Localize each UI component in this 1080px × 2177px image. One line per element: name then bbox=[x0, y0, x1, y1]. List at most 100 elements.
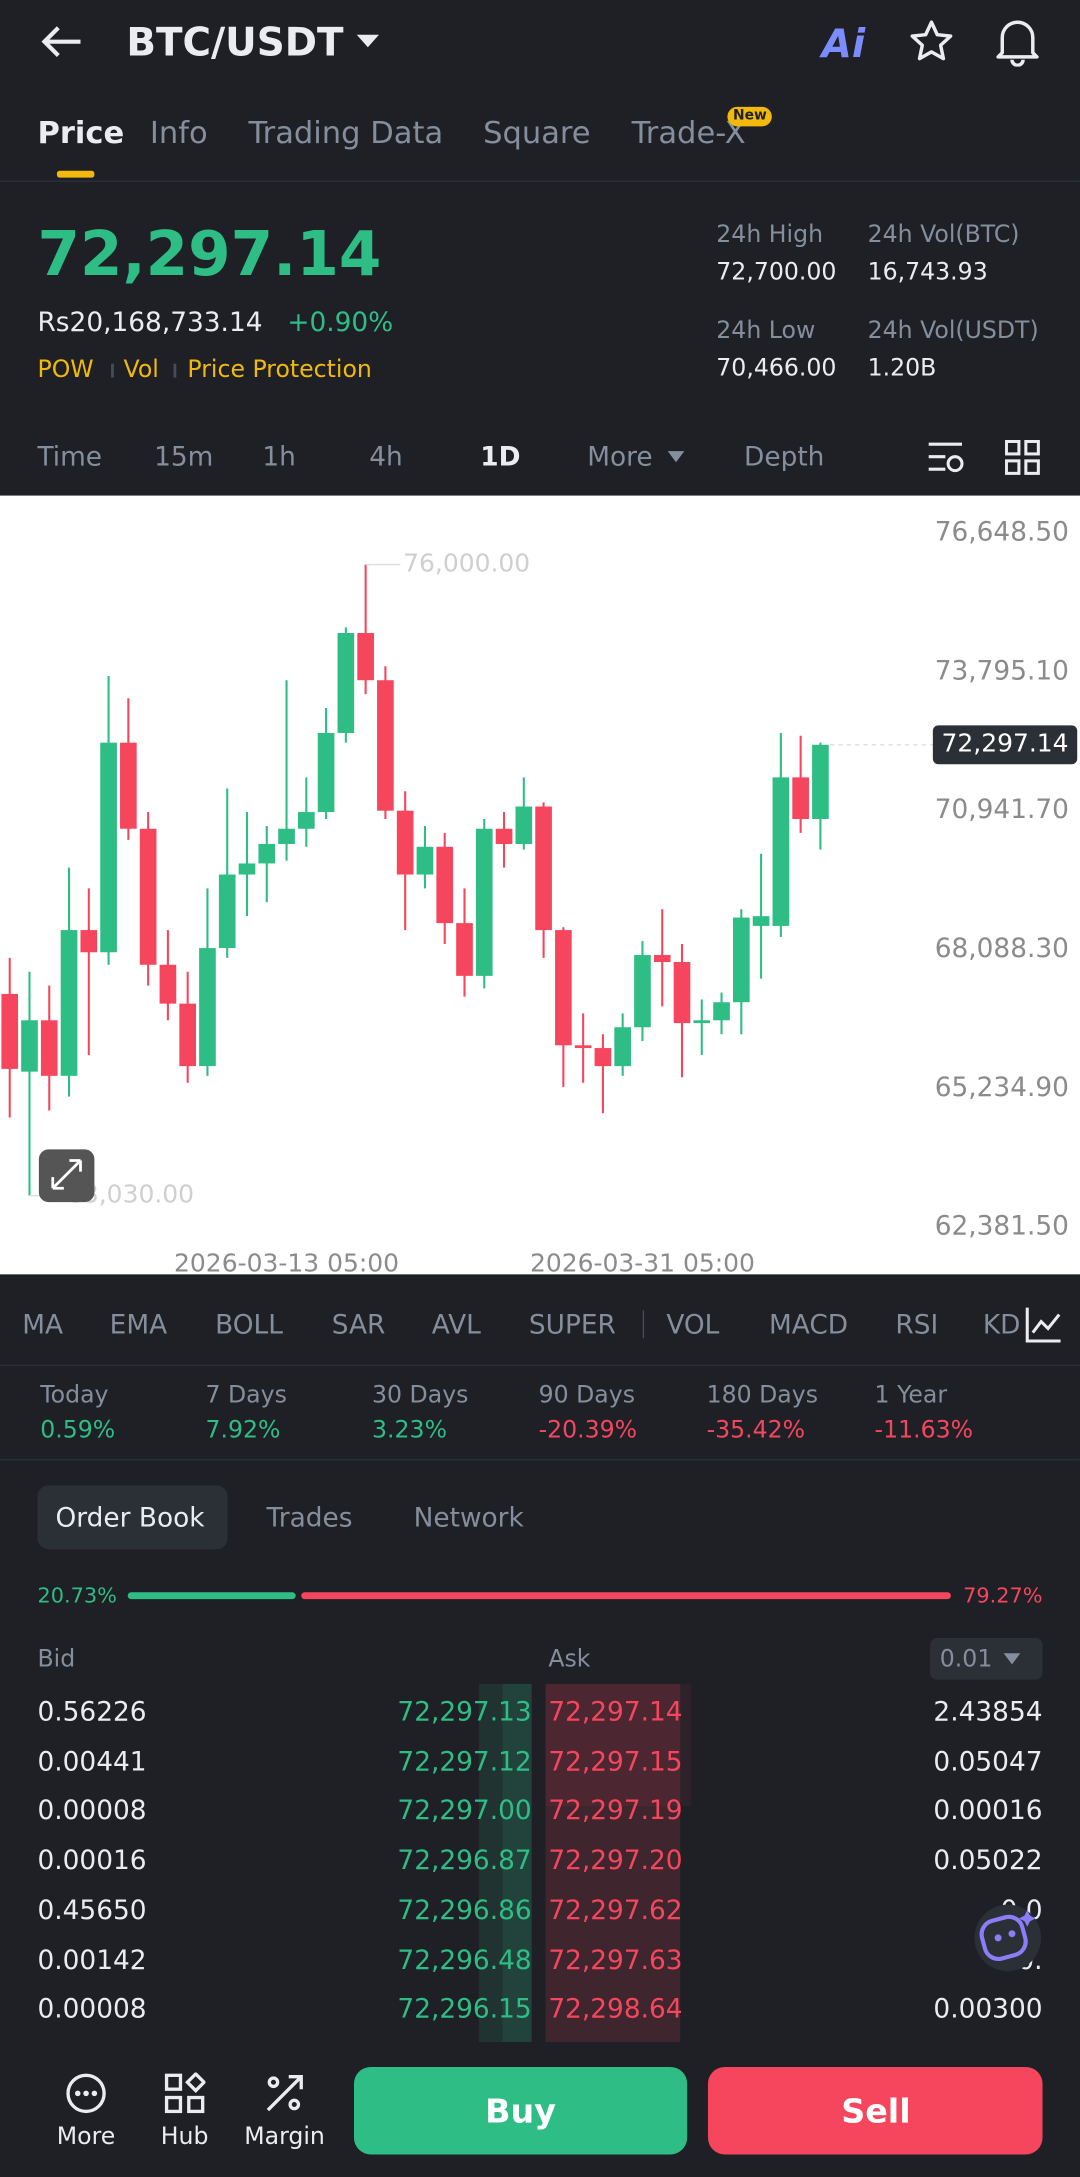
ask-qty: 0.00300 bbox=[933, 1994, 1043, 2025]
interval[interactable]: 4h bbox=[369, 442, 403, 473]
layout-icon[interactable] bbox=[1005, 440, 1041, 476]
candle-body bbox=[238, 863, 256, 875]
new-badge: New bbox=[727, 106, 773, 127]
indicator[interactable]: EMA bbox=[109, 1309, 168, 1341]
candle-body bbox=[495, 828, 513, 845]
candle-body bbox=[317, 732, 335, 813]
ask-ratio-bar bbox=[301, 1592, 951, 1600]
chart-settings-icon[interactable] bbox=[927, 440, 966, 476]
perf-label: 30 Days bbox=[372, 1381, 469, 1410]
book-tab[interactable]: Network bbox=[413, 1502, 524, 1534]
indicator[interactable]: VOL bbox=[666, 1309, 720, 1341]
interval[interactable]: 1D bbox=[480, 442, 521, 473]
price-tag[interactable]: Vol bbox=[123, 356, 159, 384]
interval[interactable]: 1h bbox=[262, 442, 296, 473]
indicator[interactable]: AVL bbox=[431, 1309, 481, 1341]
nav-label[interactable]: Hub bbox=[160, 2123, 209, 2151]
stat-label: 24h Vol(USDT) bbox=[867, 317, 1039, 345]
divider bbox=[0, 180, 1080, 182]
tab[interactable]: Price bbox=[37, 116, 125, 152]
assistant-bot[interactable] bbox=[969, 1899, 1047, 1977]
last-price-label: 72,297.14 bbox=[941, 729, 1068, 758]
hub-icon[interactable] bbox=[164, 2072, 206, 2115]
candle-body bbox=[278, 828, 295, 845]
divider bbox=[642, 1310, 645, 1339]
candle-body bbox=[396, 810, 414, 875]
candle-body bbox=[732, 917, 750, 1003]
stat-label: 24h Vol(BTC) bbox=[867, 221, 1020, 250]
bid-depth bbox=[478, 1683, 532, 2042]
buy-button[interactable] bbox=[353, 2066, 688, 2155]
nav-label[interactable]: More bbox=[56, 2123, 116, 2151]
bid-qty: 0.00008 bbox=[37, 1994, 147, 2025]
perf-value: 0.59% bbox=[40, 1416, 116, 1445]
annotation-label: 76,000.00 bbox=[403, 549, 530, 578]
candle-body bbox=[297, 812, 315, 829]
pair-caret[interactable] bbox=[355, 33, 380, 50]
book-tab[interactable]: Order Book bbox=[55, 1502, 205, 1534]
pair-title[interactable]: BTC/USDT bbox=[126, 19, 344, 66]
ai-button[interactable]: Ai bbox=[821, 20, 866, 67]
perf-value: 7.92% bbox=[205, 1416, 281, 1445]
candle-body bbox=[337, 633, 355, 733]
indicator-settings-icon[interactable] bbox=[1024, 1305, 1063, 1344]
candle-body bbox=[100, 742, 117, 953]
tab[interactable]: Square bbox=[483, 116, 591, 152]
margin-icon[interactable] bbox=[264, 2073, 306, 2115]
tab[interactable]: Info bbox=[149, 116, 208, 152]
y-tick-label: 70,941.70 bbox=[935, 795, 1069, 825]
sell-button[interactable] bbox=[707, 2066, 1043, 2155]
indicator[interactable]: MACD bbox=[769, 1309, 849, 1341]
bid-qty: 0.00142 bbox=[37, 1944, 147, 1976]
tab[interactable]: Trade-X bbox=[631, 116, 746, 152]
candle-body bbox=[614, 1027, 632, 1067]
precision-box[interactable] bbox=[930, 1638, 1043, 1680]
tab[interactable]: Trading Data bbox=[248, 116, 444, 152]
stat-label: 24h Low bbox=[716, 317, 816, 345]
indicator[interactable]: MA bbox=[22, 1309, 64, 1341]
ask-header: Ask bbox=[548, 1645, 591, 1674]
notification-icon[interactable] bbox=[994, 17, 1041, 67]
price-tag[interactable]: Price Protection bbox=[187, 356, 372, 384]
x-tick-label: 2026-03-31 05:00 bbox=[530, 1249, 755, 1275]
bid-ratio: 20.73% bbox=[37, 1583, 117, 1609]
indicator[interactable]: SAR bbox=[331, 1309, 386, 1341]
perf-value: -35.42% bbox=[706, 1416, 806, 1445]
price-tag[interactable]: POW bbox=[37, 356, 94, 384]
perf-value: 3.23% bbox=[372, 1416, 448, 1445]
candle-body bbox=[120, 742, 137, 829]
indicator[interactable]: BOLL bbox=[215, 1309, 283, 1341]
sell-label[interactable]: Sell bbox=[841, 2091, 911, 2131]
bid-ratio-bar bbox=[127, 1592, 296, 1600]
book-tab[interactable]: Trades bbox=[266, 1502, 353, 1534]
interval[interactable]: Depth bbox=[744, 442, 825, 473]
back-button[interactable] bbox=[39, 22, 83, 61]
interval[interactable]: More bbox=[587, 442, 653, 473]
ask-qty: 0.05022 bbox=[933, 1845, 1043, 1877]
interval[interactable]: 15m bbox=[154, 442, 214, 473]
ask-price: 72,297.63 bbox=[548, 1944, 683, 1976]
candle-body bbox=[772, 777, 790, 926]
candle-body bbox=[159, 964, 177, 1004]
candle-body bbox=[377, 680, 394, 811]
bid-qty: 0.00441 bbox=[37, 1746, 147, 1778]
indicator[interactable]: KD bbox=[982, 1309, 1021, 1341]
nav-label[interactable]: Margin bbox=[244, 2123, 325, 2151]
stat-value: 72,700.00 bbox=[716, 258, 837, 287]
ask-qty: 0.05047 bbox=[933, 1746, 1043, 1778]
more-icon[interactable] bbox=[65, 2073, 107, 2115]
bid-price: 72,297.12 bbox=[397, 1746, 532, 1778]
interval[interactable]: Time bbox=[37, 442, 103, 473]
ask-price: 72,297.19 bbox=[548, 1796, 683, 1827]
perf-label: 90 Days bbox=[538, 1381, 636, 1410]
candle-body bbox=[475, 828, 493, 976]
indicator[interactable]: SUPER bbox=[528, 1309, 616, 1341]
candle-body bbox=[456, 923, 473, 976]
divider bbox=[0, 1364, 1080, 1366]
precision-caret bbox=[1003, 1653, 1021, 1665]
ask-price: 72,297.14 bbox=[548, 1697, 683, 1728]
candle-body bbox=[713, 1002, 730, 1021]
favorite-icon[interactable] bbox=[909, 19, 953, 63]
indicator[interactable]: RSI bbox=[895, 1309, 939, 1341]
buy-label[interactable]: Buy bbox=[485, 2091, 556, 2131]
